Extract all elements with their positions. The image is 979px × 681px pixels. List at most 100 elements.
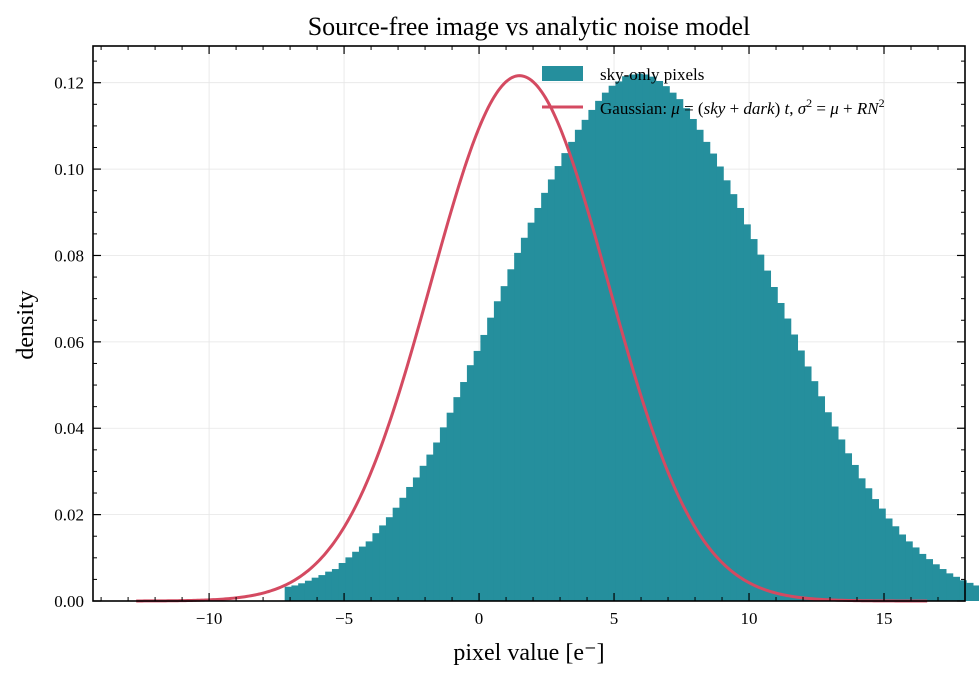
histogram-bar [433, 442, 441, 601]
histogram-bar [345, 557, 353, 601]
gaussian-curve [136, 74, 928, 603]
histogram-bar [298, 583, 306, 601]
histogram-bar [689, 118, 697, 601]
histogram-bar [878, 508, 886, 601]
histogram-bar [325, 571, 333, 601]
legend: sky-only pixels Gaussian: μ = (sky + dar… [542, 65, 885, 118]
histogram-bar [547, 179, 556, 601]
histogram-bar [595, 100, 603, 601]
histogram-bar [709, 153, 718, 602]
histogram-bar [372, 533, 380, 601]
histogram-bar [574, 129, 583, 601]
y-tick-label: 0.08 [54, 246, 84, 265]
histogram-bar [952, 576, 961, 601]
y-axis-label: density [13, 290, 39, 359]
histogram-bar [284, 586, 292, 601]
histogram-bar [892, 526, 900, 601]
histogram-bars [284, 73, 979, 602]
histogram-bar [912, 547, 920, 601]
histogram-bar [736, 207, 745, 602]
x-tick-label: 15 [876, 609, 893, 628]
histogram-bar [541, 192, 549, 601]
x-tick-label: 5 [610, 609, 619, 628]
histogram-bar [352, 551, 360, 601]
histogram-bar [865, 488, 873, 601]
histogram-bar [318, 575, 326, 601]
histogram-bar [331, 569, 340, 601]
x-tick-label: 10 [741, 609, 758, 628]
histogram-bar [453, 397, 461, 601]
histogram-bar [662, 86, 670, 602]
histogram-bar [507, 269, 515, 601]
histogram-bar [568, 141, 576, 601]
histogram-bar [554, 166, 562, 601]
plot-frame [92, 45, 966, 602]
histogram-bar [925, 559, 934, 601]
histogram-bar [770, 287, 778, 601]
histogram-bar [790, 334, 799, 601]
histogram-bar [871, 499, 880, 601]
histogram-bar [527, 222, 535, 601]
histogram-bar [817, 396, 826, 601]
y-tick-label: 0.00 [54, 592, 84, 611]
histogram-bar [763, 270, 772, 601]
histogram-bar [682, 108, 691, 601]
x-tick-label: −5 [335, 609, 353, 628]
histogram-bar [581, 119, 589, 602]
histogram-bar [601, 92, 610, 602]
chart-title: Source-free image vs analytic noise mode… [308, 12, 751, 41]
histogram-bar [514, 252, 522, 601]
histogram-bar [406, 486, 414, 601]
histogram-bar [379, 525, 387, 601]
histogram-bar [628, 74, 637, 601]
histogram-bar [905, 541, 913, 601]
histogram-bar [419, 465, 427, 601]
histogram-bar [446, 412, 454, 601]
histogram-bar [487, 317, 495, 601]
histogram-bar [966, 582, 974, 601]
x-axis-label: pixel value [e⁻] [453, 640, 604, 666]
histogram-bar [932, 564, 940, 601]
histogram-bar [811, 381, 819, 601]
histogram-bar [838, 439, 846, 601]
histogram-bar [460, 382, 468, 601]
histogram-bar [696, 129, 704, 601]
histogram-bar [615, 81, 623, 602]
histogram-bar [534, 207, 542, 602]
histogram-bar [703, 141, 711, 601]
histogram-bar [358, 546, 367, 601]
histogram-bar [750, 239, 758, 601]
histogram-bar [392, 507, 400, 601]
histogram-bar [385, 517, 394, 601]
histogram-bar [858, 478, 866, 601]
histogram-bar [439, 427, 448, 601]
histogram-bar [655, 80, 664, 601]
histogram-bar [851, 464, 859, 601]
legend-swatch-histogram [542, 66, 583, 81]
histogram-bar [844, 453, 853, 601]
histogram-bar [520, 237, 529, 601]
histogram-bar [885, 518, 893, 601]
histogram-bar [493, 301, 502, 601]
y-tick-label: 0.12 [54, 74, 84, 93]
histogram-bar [480, 334, 488, 601]
histogram-bar [669, 92, 677, 602]
histogram-bar [649, 76, 657, 602]
histogram-bar [898, 534, 907, 601]
histogram-bar [561, 153, 569, 601]
histogram-bar [311, 577, 319, 601]
histogram-bar [338, 562, 346, 601]
histogram-bar [635, 73, 643, 601]
y-tick-label: 0.10 [54, 160, 84, 179]
histogram-bar [291, 585, 299, 601]
histogram-bar [304, 580, 313, 601]
histogram-bar [946, 573, 954, 601]
y-tick-label: 0.06 [54, 333, 84, 352]
histogram-bar [642, 74, 650, 601]
histogram-bar [716, 166, 724, 601]
histogram-bar [412, 477, 421, 601]
histogram-bar [399, 497, 407, 601]
legend-label-curve: Gaussian: μ = (sky + dark) t, σ2 = μ + R… [600, 96, 885, 118]
y-tick-label: 0.04 [54, 419, 84, 438]
